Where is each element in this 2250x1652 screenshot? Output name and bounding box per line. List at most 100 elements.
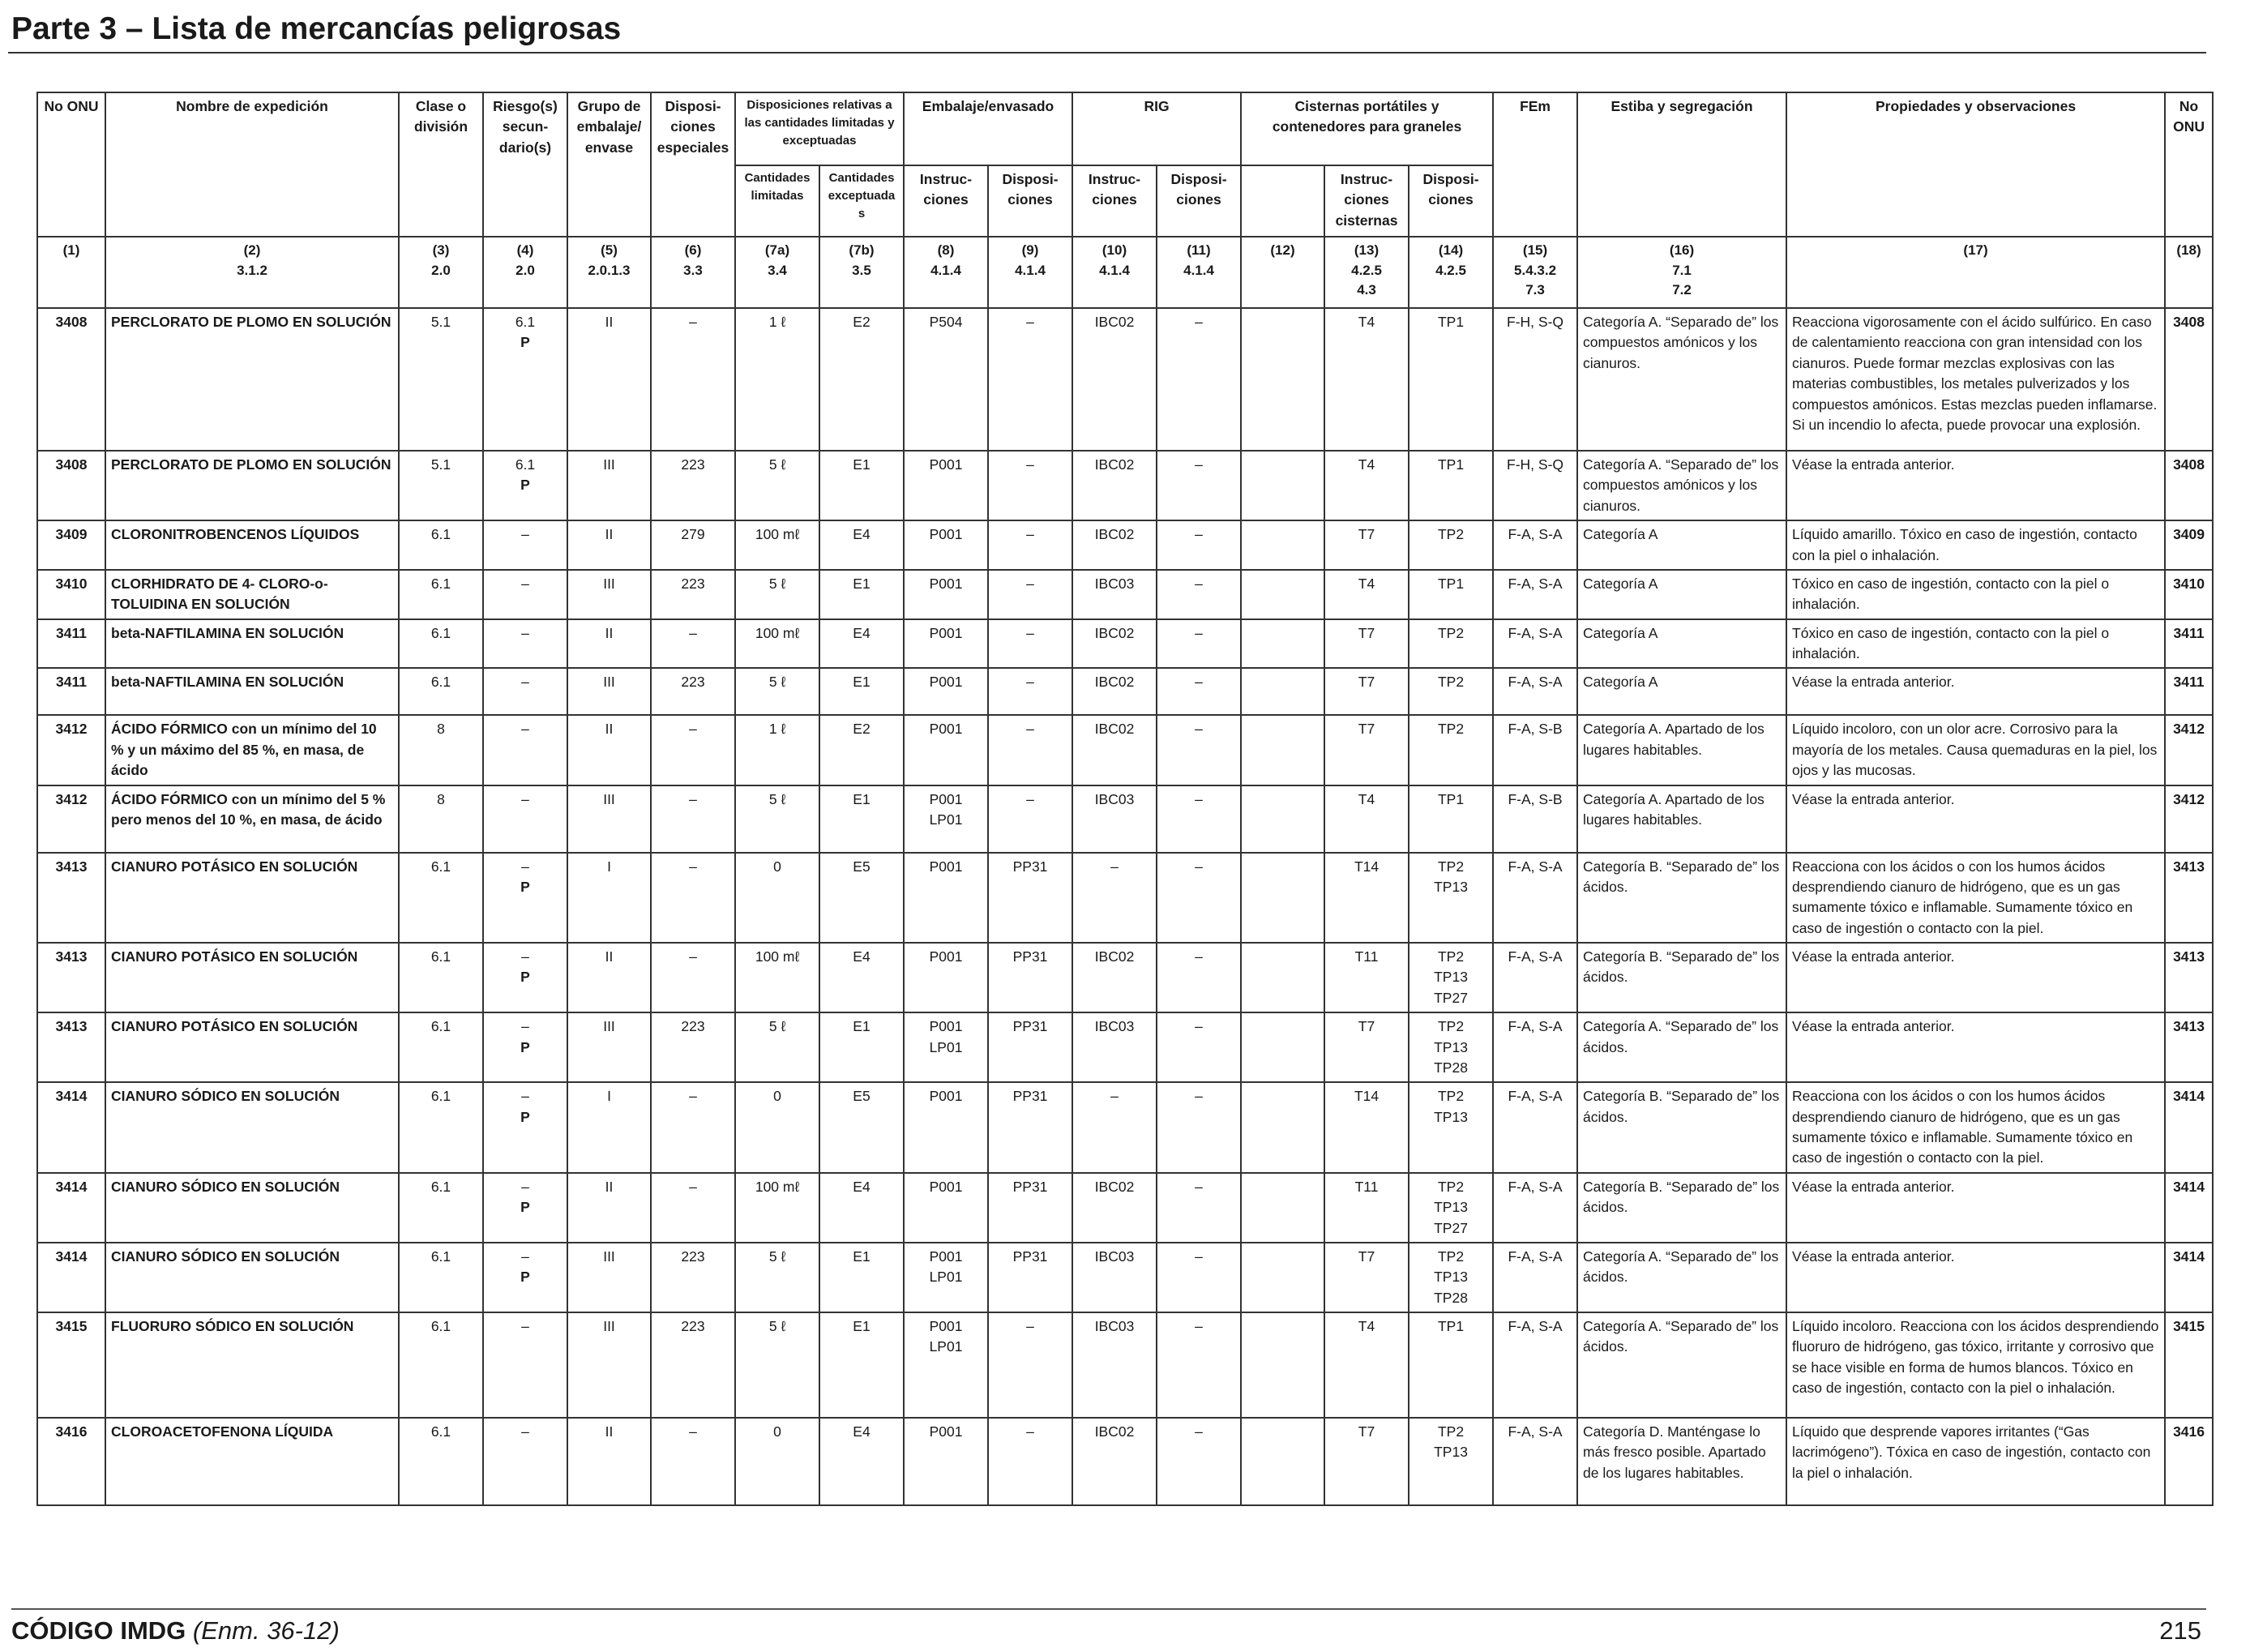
class-cell: 6.1: [398, 851, 484, 944]
special-provisions-cell: 223: [650, 1012, 736, 1084]
packing-provision-cell: –: [986, 714, 1074, 786]
column-number-cell: (15) 5.4.3.2 7.3: [1492, 236, 1579, 309]
marine-pollutant-mark: P: [520, 334, 530, 351]
ibc-instruction: IBC02: [1094, 948, 1135, 965]
table-row: 3408 PERCLORATO DE PLOMO EN SOLUCIÓN 5.1 6.…: [36, 307, 2214, 452]
column-number-cell: (8) 4.1.4: [903, 236, 989, 309]
packing-group-cell: I: [567, 1081, 652, 1174]
col12-cell: [1240, 568, 1326, 620]
tank-provision: TP27: [1434, 1219, 1468, 1236]
properties-observations-cell: Véase la entrada anterior.: [1786, 784, 2167, 854]
marine-pollutant-mark: P: [520, 969, 530, 986]
packing-instruction-cell: P001: [903, 1081, 989, 1174]
stowage-segregation-cell: Categoría B. “Separado de” los ácidos.: [1576, 1081, 1788, 1174]
tank-provision: TP2: [1437, 1178, 1465, 1195]
subsidiary-risk-cell: – P: [482, 851, 568, 944]
stowage-segregation-cell: Categoría A. Apartado de los lugares hab…: [1576, 784, 1788, 854]
column-number-cell: (5) 2.0.1.3: [567, 236, 652, 309]
column-number-cell: (16) 7.1 7.2: [1576, 236, 1788, 309]
ems: F-A, S-A: [1508, 1423, 1563, 1440]
tank-instruction-cell: T7: [1324, 618, 1410, 670]
subsidiary-risk: –: [521, 948, 529, 965]
ibc-instruction-cell: –: [1072, 1081, 1158, 1174]
packing-instruction: P001: [929, 721, 963, 738]
column-number: (7a): [764, 242, 790, 258]
properties-observations-cell: Líquido que desprende vapores irritantes…: [1786, 1417, 2167, 1506]
shipping-name: ÁCIDO FÓRMICO con un mínimo del 10 % y u…: [111, 721, 377, 779]
packing-instruction-cell: P001 LP01: [903, 1012, 989, 1084]
packing-instruction-cell: P001: [903, 1171, 989, 1243]
tank-instruction-cell: T7: [1324, 1241, 1410, 1314]
packing-instruction: P001: [929, 456, 963, 473]
tank-instruction: T4: [1358, 456, 1375, 473]
ibc-instruction-cell: IBC02: [1072, 520, 1158, 571]
ibc-provision-cell: –: [1156, 714, 1243, 786]
packing-group-cell: III: [567, 1312, 652, 1419]
col12-cell: [1240, 1012, 1326, 1084]
shipping-name: FLUORURO SÓDICO EN SOLUCIÓN: [111, 1318, 354, 1334]
limited-quantity: 1 ℓ: [768, 721, 786, 738]
excepted-quantity: E1: [853, 1018, 870, 1035]
excepted-quantity: E1: [853, 1318, 870, 1334]
subsidiary-risk-cell: – P: [482, 941, 568, 1014]
header-ibc: RIG: [1072, 92, 1243, 166]
packing-provision: –: [1026, 314, 1034, 330]
un-number-right-cell: 3412: [2164, 714, 2214, 786]
tank-instruction: T7: [1358, 1018, 1375, 1035]
packing-provision-cell: –: [986, 449, 1074, 522]
class: 8: [437, 721, 445, 738]
packing-group-cell: III: [567, 1241, 652, 1314]
excepted-quantity-cell: E5: [819, 1081, 905, 1174]
ibc-instruction-cell: IBC02: [1072, 449, 1158, 522]
excepted-quantity-cell: E1: [819, 1241, 905, 1314]
subsidiary-risk: –: [521, 575, 529, 592]
packing-provision: PP31: [1012, 1088, 1048, 1105]
ems: F-A, S-A: [1508, 1088, 1563, 1105]
ibc-instruction: IBC03: [1094, 1248, 1135, 1265]
packing-instruction: P001: [929, 1248, 963, 1265]
tank-provision-cell: TP2 TP13 TP27: [1408, 941, 1495, 1014]
stowage-segregation-cell: Categoría A. “Separado de” los ácidos.: [1576, 1241, 1788, 1314]
tank-provision: TP13: [1434, 1199, 1468, 1216]
limited-quantity-cell: 100 mℓ: [734, 618, 820, 670]
ibc-instruction-cell: IBC03: [1072, 1312, 1158, 1419]
un-number-right: 3414: [2173, 1178, 2205, 1195]
stowage-segregation: Categoría A. “Separado de” los compuesto…: [1583, 456, 1779, 514]
shipping-name-cell: ÁCIDO FÓRMICO con un mínimo del 5 % pero…: [105, 784, 400, 854]
properties-observations: Reacciona vigorosamente con el ácido sul…: [1792, 314, 2158, 433]
un-number-right-cell: 3413: [2164, 941, 2214, 1014]
class: 6.1: [430, 948, 451, 965]
packing-group: II: [605, 948, 614, 965]
shipping-name-cell: CIANURO SÓDICO EN SOLUCIÓN: [105, 1081, 400, 1174]
column-reference: 4.3: [1357, 282, 1376, 298]
class-cell: 6.1: [398, 520, 484, 571]
column-number: (9): [1021, 242, 1039, 258]
special-provisions: 223: [681, 1248, 705, 1265]
packing-provision-cell: –: [986, 568, 1074, 620]
packing-instruction-cell: P001: [903, 851, 989, 944]
ems-cell: F-A, S-A: [1492, 520, 1579, 571]
shipping-name: CIANURO SÓDICO EN SOLUCIÓN: [111, 1248, 340, 1265]
class-cell: 6.1: [398, 1417, 484, 1506]
properties-observations-cell: Véase la entrada anterior.: [1786, 667, 2167, 717]
special-provisions-cell: 223: [650, 568, 736, 620]
tank-instruction: T7: [1358, 674, 1375, 691]
column-reference: 4.1.4: [1183, 262, 1214, 278]
subsidiary-risk: 6.1: [515, 314, 536, 330]
packing-group-cell: II: [567, 307, 652, 452]
tank-instruction: T7: [1358, 1248, 1375, 1265]
column-number-cell: (7a) 3.4: [734, 236, 820, 309]
tank-provision-cell: TP2: [1408, 618, 1495, 670]
un-number-cell: 3409: [36, 520, 106, 571]
tank-provision-cell: TP1: [1408, 784, 1495, 854]
stowage-segregation-cell: Categoría A. “Separado de” los compuesto…: [1576, 307, 1788, 452]
marine-pollutant-mark: P: [520, 477, 530, 494]
footer-code: CÓDIGO IMDG (Enm. 36-12): [11, 1616, 340, 1646]
limited-quantity-cell: 5 ℓ: [734, 667, 820, 717]
col12-cell: [1240, 1417, 1326, 1506]
header-subsidiary-risk: Riesgo(s) secun- dario(s): [482, 92, 568, 238]
properties-observations-cell: Líquido incoloro. Reacciona con los ácid…: [1786, 1312, 2167, 1419]
marine-pollutant-mark: P: [520, 1199, 530, 1216]
packing-provision-cell: PP31: [986, 1171, 1074, 1243]
packing-provision-cell: –: [986, 667, 1074, 717]
